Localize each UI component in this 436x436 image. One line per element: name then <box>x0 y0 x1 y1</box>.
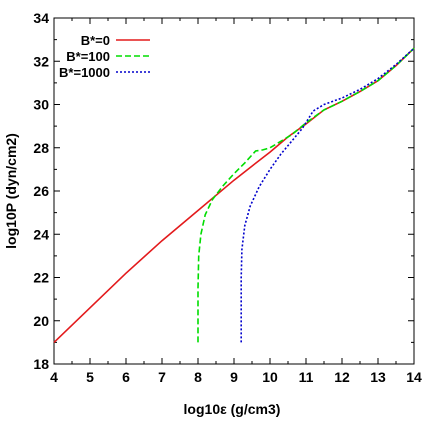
x-axis-label: log10ε (g/cm3) <box>184 401 281 417</box>
x-tick-label: 13 <box>370 369 386 385</box>
legend-label: B*=1000 <box>59 65 110 80</box>
x-tick-label: 14 <box>406 369 422 385</box>
y-tick-label: 18 <box>33 356 49 372</box>
ticks-group: 4 5 6 7 8 9 10 11 12 13 14 18 20 22 24 26 28 30 32 34 <box>33 10 422 385</box>
series-line-0 <box>53 47 415 343</box>
y-tick-label: 28 <box>33 140 49 156</box>
y-tick-label: 20 <box>33 313 49 329</box>
x-tick-label: 7 <box>158 369 166 385</box>
y-tick-label: 34 <box>33 10 49 26</box>
x-tick-label: 9 <box>230 369 238 385</box>
x-tick-label: 5 <box>86 369 94 385</box>
legend-label: B*=100 <box>66 49 110 64</box>
y-tick-label: 22 <box>33 270 49 286</box>
y-tick-label: 32 <box>33 53 49 69</box>
x-tick-label: 11 <box>299 369 314 385</box>
y-tick-label: 24 <box>33 226 49 242</box>
x-tick-label: 6 <box>122 369 130 385</box>
legend-label: B*=0 <box>81 33 110 48</box>
x-tick-label: 4 <box>50 369 58 385</box>
x-tick-label: 12 <box>334 369 350 385</box>
x-tick-label: 10 <box>262 369 278 385</box>
y-axis-label: log10P (dyn/cm2) <box>3 133 19 249</box>
y-tick-label: 26 <box>33 183 49 199</box>
y-tick-label: 30 <box>33 97 49 113</box>
x-tick-label: 8 <box>194 369 202 385</box>
series-group <box>53 47 415 343</box>
series-line-2 <box>240 47 415 343</box>
series-line-1 <box>197 47 415 343</box>
